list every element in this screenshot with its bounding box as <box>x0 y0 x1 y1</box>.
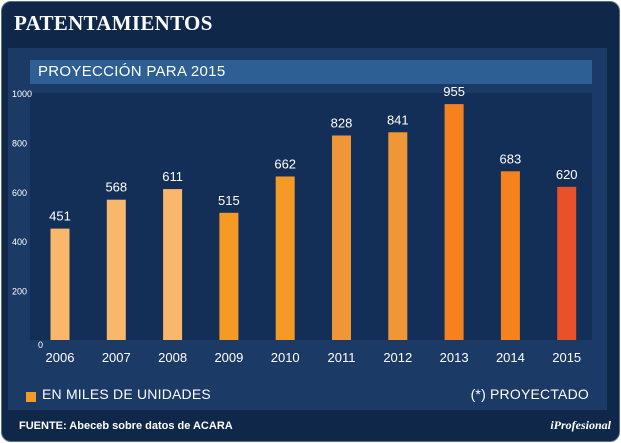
data-label-2013: 955 <box>443 84 465 99</box>
data-label-2009: 515 <box>218 193 240 208</box>
data-label-2008: 611 <box>162 169 183 184</box>
legend-label: EN MILES DE UNIDADES <box>42 386 211 402</box>
y-tick-label: 1000 <box>12 89 32 99</box>
x-tick-label-2006: 2006 <box>46 350 75 365</box>
x-tick-label-2009: 2009 <box>214 350 243 365</box>
page-title: PATENTAMIENTOS <box>14 11 213 35</box>
bar-2007 <box>106 199 126 340</box>
y-tick-label: 200 <box>12 287 27 297</box>
brand-logo: iProfesional <box>550 418 611 432</box>
x-tick-label-2014: 2014 <box>496 350 525 365</box>
chart-title-bar: PROYECCIÓN PARA 2015 <box>30 60 592 84</box>
bar-2015 <box>557 186 577 340</box>
legend-note: (*) PROYECTADO <box>470 386 589 402</box>
data-label-2006: 451 <box>49 209 71 224</box>
x-tick-label-2007: 2007 <box>102 350 131 365</box>
x-tick-label-2015: 2015 <box>552 350 581 365</box>
data-label-2011: 828 <box>331 115 353 130</box>
bar-2011 <box>332 135 351 340</box>
y-tick-label: 0 <box>38 340 43 350</box>
source-note: FUENTE: Abeceb sobre datos de ACARA <box>19 420 233 432</box>
data-label-2014: 683 <box>500 151 522 166</box>
y-tick-label: 800 <box>12 138 27 148</box>
x-tick-label-2012: 2012 <box>383 350 412 365</box>
x-tick-label-2013: 2013 <box>440 350 469 365</box>
data-label-2015: 620 <box>556 167 578 182</box>
y-tick-label: 400 <box>12 237 27 247</box>
x-tick-label-2011: 2011 <box>328 350 356 365</box>
y-tick-label: 600 <box>12 188 27 198</box>
bar-2008 <box>163 189 183 340</box>
x-tick-label-2008: 2008 <box>158 350 187 365</box>
bar-2014 <box>500 171 520 340</box>
bar-2009 <box>219 212 239 340</box>
bar-2012 <box>388 132 408 340</box>
bar-2006 <box>50 228 70 340</box>
bar-2013 <box>444 104 464 341</box>
data-label-2007: 568 <box>105 180 127 195</box>
chart-title: PROYECCIÓN PARA 2015 <box>38 63 226 80</box>
data-label-2010: 662 <box>274 156 296 171</box>
data-label-2012: 841 <box>387 112 409 127</box>
legend-swatch <box>26 392 36 402</box>
bar-2010 <box>275 176 295 340</box>
x-tick-label-2010: 2010 <box>271 350 300 365</box>
